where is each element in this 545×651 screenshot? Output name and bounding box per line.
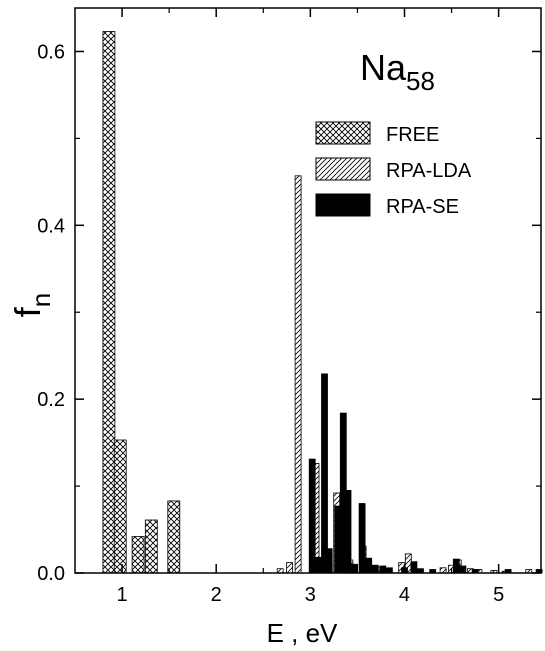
y-axis-label-main: f xyxy=(7,306,48,317)
bar-solid-14 xyxy=(410,561,418,574)
chart-title-sub: 58 xyxy=(406,66,435,96)
y-tick-label: 0.0 xyxy=(37,563,65,585)
x-tick-label: 3 xyxy=(305,584,316,606)
x-tick-label: 2 xyxy=(211,584,222,606)
y-tick-label: 0.4 xyxy=(37,215,65,237)
bar-solid-6 xyxy=(344,489,352,574)
bar-diagonal-1 xyxy=(286,562,294,574)
bar-solid-4 xyxy=(334,505,342,574)
ticklabels-layer: 1 2 3 4 5 0.0 0.2 0.4 0.6 xyxy=(37,41,504,606)
bar-diagonal-2 xyxy=(294,175,302,574)
legend-label: FREE xyxy=(386,124,439,146)
plot-frame xyxy=(74,7,542,574)
legend-label: RPA-SE xyxy=(386,196,459,218)
ticks-layer xyxy=(75,8,541,574)
bar-solid-18 xyxy=(459,565,467,574)
y-tick-label: 0.6 xyxy=(37,41,65,63)
bar-solid-10 xyxy=(371,564,379,574)
bar-solid-17 xyxy=(452,558,460,574)
bar-solid-9 xyxy=(365,557,373,574)
bar-crosshatch-3 xyxy=(144,519,158,574)
bar-solid-11 xyxy=(379,565,387,574)
bar-crosshatch-0 xyxy=(102,31,116,574)
bar-solid-2 xyxy=(321,373,328,574)
x-axis-label: E , eV xyxy=(267,618,338,648)
legend-label: RPA-LDA xyxy=(386,160,472,182)
bar-solid-3 xyxy=(325,548,333,574)
bar-solid-0 xyxy=(308,458,316,574)
bar-solid-12 xyxy=(385,567,393,574)
bar-solid-1 xyxy=(315,557,323,574)
legend-swatch-crosshatch xyxy=(315,121,371,145)
x-tick-label: 4 xyxy=(399,584,410,606)
x-tick-label: 1 xyxy=(117,584,128,606)
bar-crosshatch-1 xyxy=(113,439,127,574)
y-axis-label: fn xyxy=(7,293,56,317)
chart-title-main: Na xyxy=(360,47,407,88)
bar-solid-7 xyxy=(351,563,359,574)
y-axis-label-sub: n xyxy=(26,293,56,307)
chart-title: Na58 xyxy=(360,47,435,96)
bars-layer xyxy=(102,31,543,574)
bar-solid-8 xyxy=(358,503,366,574)
y-tick-label: 0.2 xyxy=(37,389,65,411)
bar-crosshatch-4 xyxy=(167,500,181,574)
legend-swatch-diagonal xyxy=(315,157,371,181)
legend-swatch-solid xyxy=(315,193,371,217)
bar-diagonal-12 xyxy=(439,567,447,574)
legend: FREE RPA-LDA RPA-SE xyxy=(315,121,472,218)
bar-crosshatch-2 xyxy=(131,536,145,574)
x-tick-label: 5 xyxy=(493,584,504,606)
